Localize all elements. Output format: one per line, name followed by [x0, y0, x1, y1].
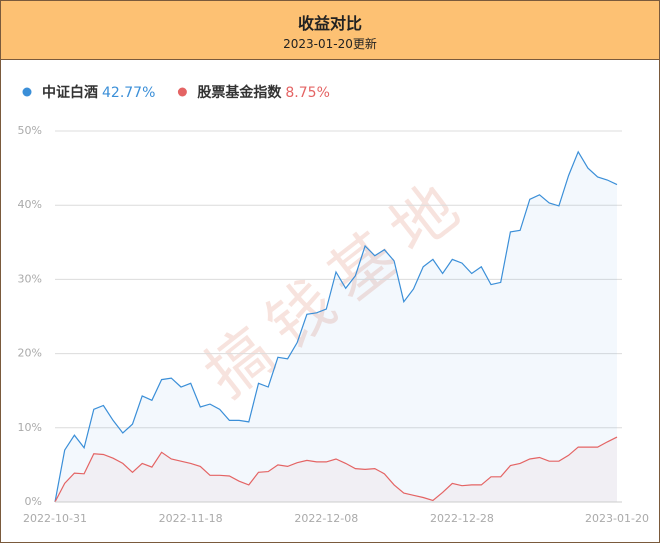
y-tick-label: 30% — [18, 272, 42, 285]
chart-subtitle: 2023-01-20更新 — [283, 37, 377, 51]
legend-label: 中证白酒 — [42, 84, 98, 101]
legend-value: 8.75% — [285, 85, 329, 101]
y-tick-label: 10% — [18, 421, 42, 434]
legend-label: 股票基金指数 — [197, 84, 282, 101]
chart-title: 收益对比 — [297, 14, 362, 33]
header: 收益对比 2023-01-20更新 — [1, 1, 659, 60]
x-tick-label: 2022-11-18 — [159, 512, 223, 525]
y-tick-label: 20% — [18, 347, 42, 360]
area-fill — [55, 151, 617, 503]
legend-marker — [22, 87, 32, 97]
area-fill — [55, 437, 617, 502]
legend-value: 42.77% — [102, 85, 155, 101]
x-tick-label: 2022-12-28 — [430, 512, 494, 525]
y-tick-label: 0% — [25, 495, 42, 508]
y-tick-label: 40% — [18, 198, 42, 211]
series-line — [54, 150, 618, 503]
y-tick-label: 50% — [18, 124, 42, 137]
legend-marker — [177, 87, 187, 97]
series-line — [54, 436, 618, 503]
x-tick-label: 2022-10-31 — [23, 512, 87, 525]
x-tick-label: 2022-12-08 — [294, 512, 358, 525]
x-tick-label: 2023-01-20 — [585, 512, 649, 525]
